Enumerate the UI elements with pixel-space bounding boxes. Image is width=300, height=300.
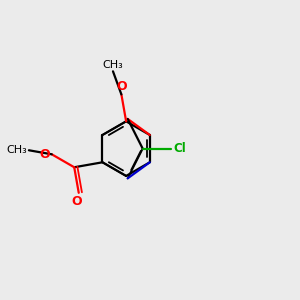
Text: O: O xyxy=(116,80,127,92)
Text: Cl: Cl xyxy=(173,142,186,155)
Text: CH₃: CH₃ xyxy=(103,60,123,70)
Text: O: O xyxy=(72,195,83,208)
Text: CH₃: CH₃ xyxy=(7,145,27,155)
Text: O: O xyxy=(40,148,50,161)
